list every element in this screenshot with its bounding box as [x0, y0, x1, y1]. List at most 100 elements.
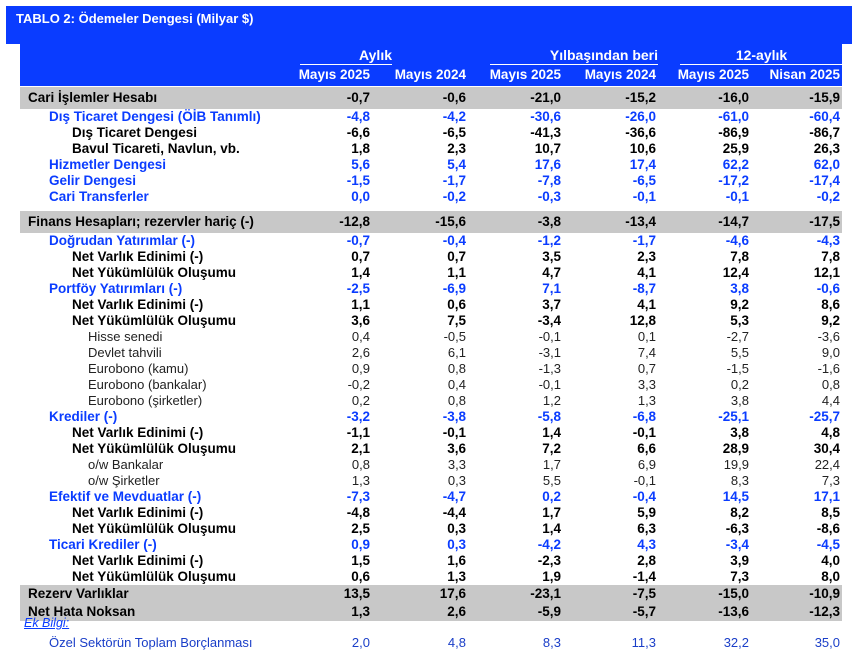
cell: 7,4: [637, 345, 656, 360]
cell: 7,8: [821, 249, 840, 264]
cell: -3,8: [442, 409, 466, 424]
table-row: Dış Ticaret Dengesi (ÖİB Tanımlı) -4,8 -4,…: [20, 109, 842, 125]
row-label: Net Varlık Edinimi (-): [72, 553, 204, 568]
cell: -3,4: [537, 313, 561, 328]
row-label: Rezerv Varlıklar: [28, 586, 129, 601]
cell: 4,0: [821, 553, 840, 568]
row-label: Eurobono (bankalar): [88, 377, 207, 392]
row-label: Net Varlık Edinimi (-): [72, 425, 204, 440]
cell: -15,2: [625, 90, 656, 105]
row-label: Krediler (-): [49, 409, 118, 424]
cell: -3,6: [817, 329, 840, 344]
cell: 8,3: [542, 635, 561, 650]
col-header: Mayıs 2024: [394, 67, 466, 82]
row-label: Net Yükümlülük Oluşumu: [72, 521, 237, 536]
cell: -0,2: [347, 377, 370, 392]
cell: -4,5: [816, 537, 840, 552]
cell: -3,4: [725, 537, 749, 552]
cell: 7,1: [542, 281, 561, 296]
cell: -15,0: [718, 586, 749, 601]
cell: -3,2: [346, 409, 370, 424]
cell: -16,0: [718, 90, 749, 105]
cell: -0,7: [346, 233, 370, 248]
cell: -14,7: [718, 214, 749, 229]
cell: 0,8: [351, 457, 370, 472]
cell: -30,6: [530, 109, 561, 124]
cell: 10,6: [629, 141, 656, 156]
table-row: Net Hata Noksan 1,3 2,6 -5,9 -5,7 -13,6 -12,3: [20, 603, 842, 621]
table-row: Net Varlık Edinimi (-) 1,1 0,6 3,7 4,1 9,2 8,6: [20, 297, 842, 313]
cell: -17,2: [718, 173, 749, 188]
cell: -6,3: [725, 521, 749, 536]
table-row: Devlet tahvili 2,6 6,1 -3,1 7,4 5,5 9,0: [20, 345, 842, 361]
cell: 8,0: [821, 569, 840, 584]
cell: -0,4: [442, 233, 466, 248]
cell: -1,7: [442, 173, 466, 188]
cell: 8,5: [821, 505, 840, 520]
row-label: Net Yükümlülük Oluşumu: [72, 569, 237, 584]
cell: -6,6: [346, 125, 370, 140]
cell: -0,1: [632, 425, 656, 440]
cell: 0,3: [447, 521, 466, 536]
cell: 30,4: [813, 441, 840, 456]
row-label: Finans Hesapları; rezervler hariç (-): [28, 214, 254, 229]
cell: 4,8: [821, 425, 840, 440]
cell: 0,2: [542, 489, 561, 504]
table-row: Portföy Yatırımları (-) -2,5 -6,9 7,1 -8,7 3,…: [20, 281, 842, 297]
group-header-monthly: Aylık: [300, 47, 392, 65]
row-label: Doğrudan Yatırımlar (-): [49, 233, 196, 248]
cell: -4,2: [537, 537, 561, 552]
cell: 0,2: [730, 377, 749, 392]
cell: 6,6: [637, 441, 656, 456]
ek-bilgi-link[interactable]: Ek Bilgi:: [24, 616, 70, 630]
cell: 3,7: [542, 297, 561, 312]
cell: -17,5: [809, 214, 840, 229]
cell: -0,7: [346, 90, 370, 105]
cell: 4,1: [637, 265, 656, 280]
cell: 5,9: [637, 505, 656, 520]
cell: 1,7: [542, 457, 561, 472]
cell: -86,9: [718, 125, 749, 140]
cell: -25,1: [718, 409, 749, 424]
cell: 4,3: [637, 537, 656, 552]
cell: 3,8: [730, 393, 749, 408]
cell: 6,1: [447, 345, 466, 360]
table-body: Cari İşlemler Hesabı -0,7 -0,6 -21,0 -15,2 -1…: [20, 87, 842, 621]
cell: 0,3: [447, 537, 466, 552]
cell: -0,2: [816, 189, 840, 204]
table-row: Net Varlık Edinimi (-) 1,5 1,6 -2,3 2,8 3,9 4,…: [20, 553, 842, 569]
cell: -0,5: [443, 329, 466, 344]
table-row: Eurobono (bankalar) -0,2 0,4 -0,1 3,3 0,2 0,8: [20, 377, 842, 393]
cell: 7,3: [821, 473, 840, 488]
cell: 2,3: [637, 249, 656, 264]
cell: -1,6: [817, 361, 840, 376]
cell: 0,4: [351, 329, 370, 344]
cell: 28,9: [722, 441, 749, 456]
row-label: Gelir Dengesi: [49, 173, 137, 188]
cell: 62,0: [813, 157, 840, 172]
row-label: o/w Bankalar: [88, 457, 164, 472]
cell: -4,3: [816, 233, 840, 248]
cell: 7,5: [447, 313, 466, 328]
table-row: Bavul Ticareti, Navlun, vb. 1,8 2,3 10,7 10,…: [20, 141, 842, 157]
cell: 1,3: [447, 569, 466, 584]
cell: -6,5: [632, 173, 656, 188]
cell: 4,1: [637, 297, 656, 312]
cell: -3,8: [537, 214, 561, 229]
table-row: Net Varlık Edinimi (-) -1,1 -0,1 1,4 -0,1 3,8…: [20, 425, 842, 441]
cell: -2,7: [726, 329, 749, 344]
cell: 26,3: [813, 141, 840, 156]
cell: -6,8: [632, 409, 656, 424]
row-label: Hizmetler Dengesi: [49, 157, 167, 172]
cell: 6,9: [637, 457, 656, 472]
cell: -4,8: [346, 109, 370, 124]
cell: -86,7: [809, 125, 840, 140]
cell: 0,0: [351, 189, 370, 204]
row-label: Eurobono (kamu): [88, 361, 189, 376]
cell: 5,5: [730, 345, 749, 360]
table-row: o/w Şirketler 1,3 0,3 5,5 -0,1 8,3 7,3: [20, 473, 842, 489]
cell: -3,1: [538, 345, 561, 360]
cell: 3,6: [351, 313, 370, 328]
cell: 1,3: [351, 604, 370, 619]
table-row: Eurobono (kamu) 0,9 0,8 -1,3 0,7 -1,5 -1,6: [20, 361, 842, 377]
